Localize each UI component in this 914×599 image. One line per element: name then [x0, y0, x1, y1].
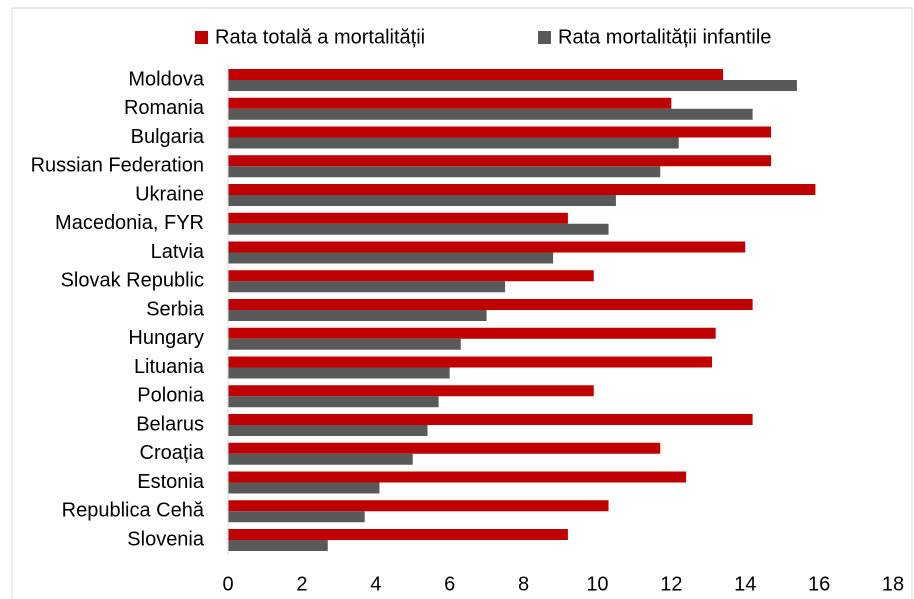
- legend-swatch: [195, 31, 208, 44]
- legend-swatch: [538, 31, 551, 44]
- bar: [228, 367, 450, 379]
- bar: [228, 126, 772, 138]
- bar: [228, 270, 594, 282]
- bar: [228, 212, 568, 224]
- y-tick-label: Moldova: [128, 68, 204, 90]
- chart-border: [11, 7, 913, 599]
- bar: [228, 540, 328, 551]
- bar: [228, 155, 772, 167]
- bar: [228, 137, 679, 149]
- bar: [228, 299, 753, 310]
- x-tick-label: 8: [518, 573, 529, 595]
- y-tick-label: Polonia: [137, 385, 205, 407]
- y-tick-label: Estonia: [137, 471, 205, 493]
- bar: [228, 108, 753, 120]
- bar: [228, 500, 609, 512]
- y-tick-label: Republica Cehă: [62, 500, 205, 522]
- y-tick-label: Bulgaria: [131, 126, 205, 148]
- bar: [228, 69, 724, 80]
- bar: [228, 385, 594, 397]
- x-tick-label: 6: [444, 573, 455, 595]
- y-tick-label: Hungary: [128, 327, 204, 349]
- x-tick-label: 2: [296, 573, 307, 595]
- y-tick-label: Ukraine: [135, 183, 204, 205]
- y-tick-label: Slovenia: [127, 528, 205, 550]
- bar: [228, 327, 716, 339]
- y-tick-label: Croația: [140, 442, 205, 464]
- y-tick-label: Belarus: [136, 413, 204, 435]
- bar: [228, 338, 461, 350]
- bar: [228, 425, 428, 436]
- bar: [228, 396, 439, 408]
- y-tick-label: Latvia: [151, 241, 205, 263]
- x-tick-label: 14: [734, 573, 756, 595]
- bar: [228, 511, 365, 523]
- x-tick-label: 18: [882, 573, 904, 595]
- y-tick-label: Russian Federation: [31, 155, 204, 177]
- legend-label: Rata mortalității infantile: [558, 26, 771, 48]
- x-tick-label: 16: [808, 573, 830, 595]
- y-tick-label: Lituania: [134, 356, 205, 378]
- bar: [228, 453, 413, 465]
- bar: [228, 97, 672, 109]
- x-tick-label: 0: [222, 573, 233, 595]
- bar: [228, 529, 568, 540]
- bar: [228, 80, 797, 91]
- bar: [228, 310, 487, 321]
- x-tick-label: 10: [586, 573, 608, 595]
- legend-label: Rata totală a mortalității: [215, 26, 425, 48]
- y-tick-label: Macedonia, FYR: [55, 212, 204, 234]
- bar: [228, 356, 712, 368]
- bar: [228, 442, 661, 454]
- x-tick-label: 4: [370, 573, 381, 595]
- bar: [228, 414, 753, 425]
- bar: [228, 252, 554, 264]
- x-tick-label: 12: [660, 573, 682, 595]
- bar: [228, 471, 687, 483]
- bar: [228, 223, 609, 235]
- bar: [228, 184, 816, 195]
- bar: [228, 241, 746, 253]
- bar: [228, 482, 380, 494]
- bar: [228, 281, 506, 293]
- bar: [228, 195, 616, 206]
- y-tick-label: Serbia: [146, 298, 205, 320]
- bar: [228, 166, 661, 178]
- y-tick-label: Romania: [124, 97, 205, 119]
- y-tick-label: Slovak Republic: [61, 270, 204, 292]
